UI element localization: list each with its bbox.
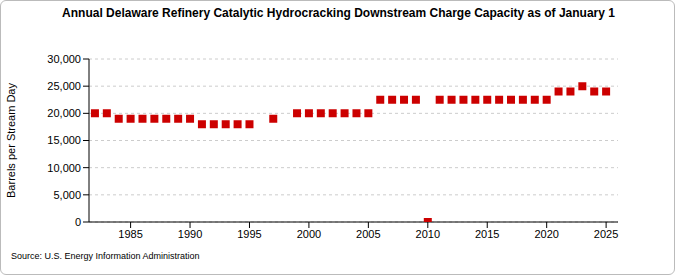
svg-text:2015: 2015 — [475, 228, 499, 240]
html-text:Source: U.S. Energy Informatio: Source: U.S. Energy Information Administ… — [11, 251, 200, 261]
svg-text:5,000: 5,000 — [53, 189, 81, 201]
html-text:Annual Delaware Refinery Catal: Annual Delaware Refinery Catalytic Hydro… — [62, 6, 615, 20]
svg-text:25,000: 25,000 — [47, 80, 81, 92]
svg-text:1985: 1985 — [118, 228, 142, 240]
svg-text:1995: 1995 — [237, 228, 261, 240]
svg-text:2010: 2010 — [416, 228, 440, 240]
svg-text:2020: 2020 — [534, 228, 558, 240]
svg-text:0: 0 — [75, 216, 81, 228]
svg-text:15,000: 15,000 — [47, 134, 81, 146]
svg-text:2005: 2005 — [356, 228, 380, 240]
svg-text:30,000: 30,000 — [47, 53, 81, 65]
svg-text:1990: 1990 — [178, 228, 202, 240]
svg-text:2025: 2025 — [594, 228, 618, 240]
svg-text:10,000: 10,000 — [47, 162, 81, 174]
svg-text:20,000: 20,000 — [47, 107, 81, 119]
svg-text:2000: 2000 — [297, 228, 321, 240]
svg-text:Barrels per Stream Day: Barrels per Stream Day — [8, 83, 17, 198]
